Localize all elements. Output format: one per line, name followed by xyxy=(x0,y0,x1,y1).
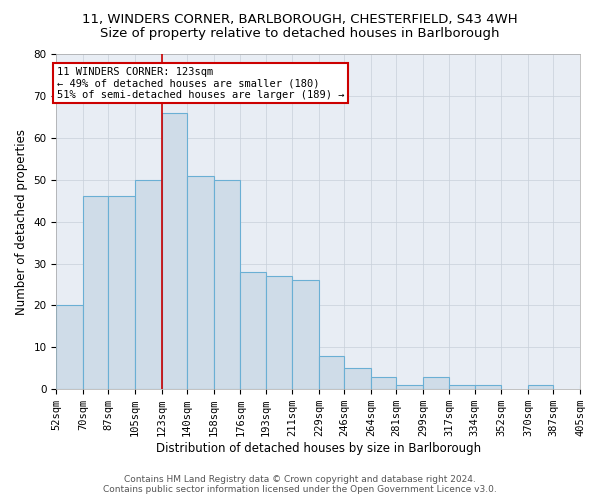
Bar xyxy=(449,385,475,389)
Bar xyxy=(528,385,553,389)
Bar xyxy=(319,356,344,389)
Bar xyxy=(580,385,600,389)
Bar xyxy=(423,376,449,389)
Bar xyxy=(241,272,266,389)
Y-axis label: Number of detached properties: Number of detached properties xyxy=(15,128,28,314)
Text: Contains HM Land Registry data © Crown copyright and database right 2024.
Contai: Contains HM Land Registry data © Crown c… xyxy=(103,474,497,494)
Bar xyxy=(475,385,502,389)
Bar xyxy=(266,276,292,389)
X-axis label: Distribution of detached houses by size in Barlborough: Distribution of detached houses by size … xyxy=(155,442,481,455)
Text: 11 WINDERS CORNER: 123sqm
← 49% of detached houses are smaller (180)
51% of semi: 11 WINDERS CORNER: 123sqm ← 49% of detac… xyxy=(57,66,344,100)
Bar xyxy=(214,180,241,389)
Bar xyxy=(396,385,423,389)
Bar xyxy=(56,306,83,389)
Bar xyxy=(83,196,109,389)
Bar xyxy=(135,180,162,389)
Bar xyxy=(292,280,319,389)
Bar xyxy=(371,376,396,389)
Bar xyxy=(187,176,214,389)
Bar xyxy=(162,112,187,389)
Text: Size of property relative to detached houses in Barlborough: Size of property relative to detached ho… xyxy=(100,28,500,40)
Text: 11, WINDERS CORNER, BARLBOROUGH, CHESTERFIELD, S43 4WH: 11, WINDERS CORNER, BARLBOROUGH, CHESTER… xyxy=(82,12,518,26)
Bar xyxy=(344,368,371,389)
Bar xyxy=(109,196,135,389)
